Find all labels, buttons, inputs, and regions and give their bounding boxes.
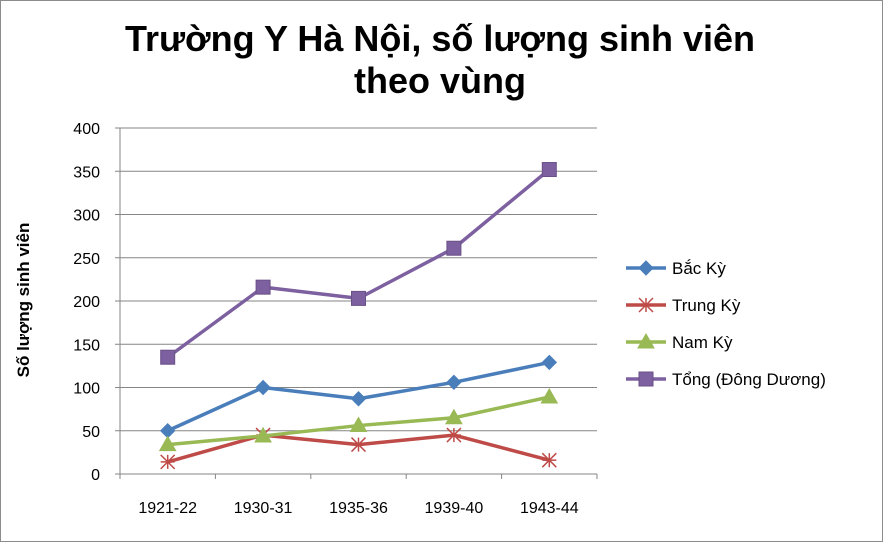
axes <box>115 127 598 479</box>
data-point <box>349 416 368 433</box>
legend-label: Bắc Kỳ <box>672 259 726 278</box>
legend-item: Nam Kỳ <box>626 332 733 352</box>
y-tick-label: 200 <box>73 294 100 311</box>
data-point <box>446 427 462 443</box>
y-tick-label: 0 <box>91 467 100 484</box>
legend-label: Tổng (Đông Dương) <box>672 370 826 389</box>
chart-title: Trường Y Hà Nội, số lượng sinh viên theo… <box>60 18 820 102</box>
legend-marker <box>637 332 655 349</box>
data-point <box>350 437 367 453</box>
legend-label: Nam Kỳ <box>672 333 733 352</box>
legend-item: Trung Kỳ <box>626 296 741 315</box>
y-tick-labels: 0 50 100 150 200 250 300 350 400 <box>73 121 100 484</box>
legend-label: Trung Kỳ <box>672 296 741 315</box>
y-tick-label: 300 <box>73 208 100 225</box>
data-point <box>351 290 366 306</box>
data-point <box>541 162 557 178</box>
x-tick-label: 1930-31 <box>234 500 293 517</box>
x-tick-label: 1935-36 <box>329 500 388 517</box>
gridlines <box>120 127 597 432</box>
legend-marker <box>638 371 654 387</box>
series-line <box>166 168 551 359</box>
data-point <box>255 279 271 295</box>
y-tick-label: 150 <box>73 337 100 354</box>
y-tick-label: 350 <box>73 164 100 181</box>
data-point <box>160 349 176 365</box>
data-point <box>445 408 463 425</box>
legend-marker <box>638 260 654 276</box>
x-tick-label: 1939-40 <box>425 500 484 517</box>
y-tick-label: 250 <box>73 251 100 268</box>
data-point <box>160 454 176 470</box>
data-point <box>446 240 462 256</box>
legend-item: Bắc Kỳ <box>626 259 726 278</box>
data-point <box>446 374 462 391</box>
legend-marker <box>638 297 654 313</box>
series-group <box>158 162 559 470</box>
data-point <box>541 452 557 468</box>
x-tick-labels: 1921-22 1930-31 1935-36 1939-40 1943-44 <box>138 500 578 517</box>
data-point <box>350 391 367 407</box>
y-tick-label: 50 <box>82 424 100 441</box>
data-point <box>254 426 272 443</box>
data-point <box>255 379 271 396</box>
legend-item: Tổng (Đông Dương) <box>626 370 826 389</box>
y-tick-label: 100 <box>73 381 100 398</box>
data-point <box>541 354 558 371</box>
y-tick-label: 400 <box>73 121 100 138</box>
x-tick-label: 1921-22 <box>138 500 197 517</box>
legend: Bắc Kỳ Trung Kỳ Nam Kỳ Tổng (Đông Dương) <box>626 259 826 389</box>
chart-title-line-2: theo vùng <box>354 60 526 101</box>
data-point <box>158 435 177 452</box>
data-point <box>540 388 559 404</box>
x-tick-label: 1943-44 <box>520 500 579 517</box>
chart-title-line-1: Trường Y Hà Nội, số lượng sinh viên <box>124 18 756 59</box>
